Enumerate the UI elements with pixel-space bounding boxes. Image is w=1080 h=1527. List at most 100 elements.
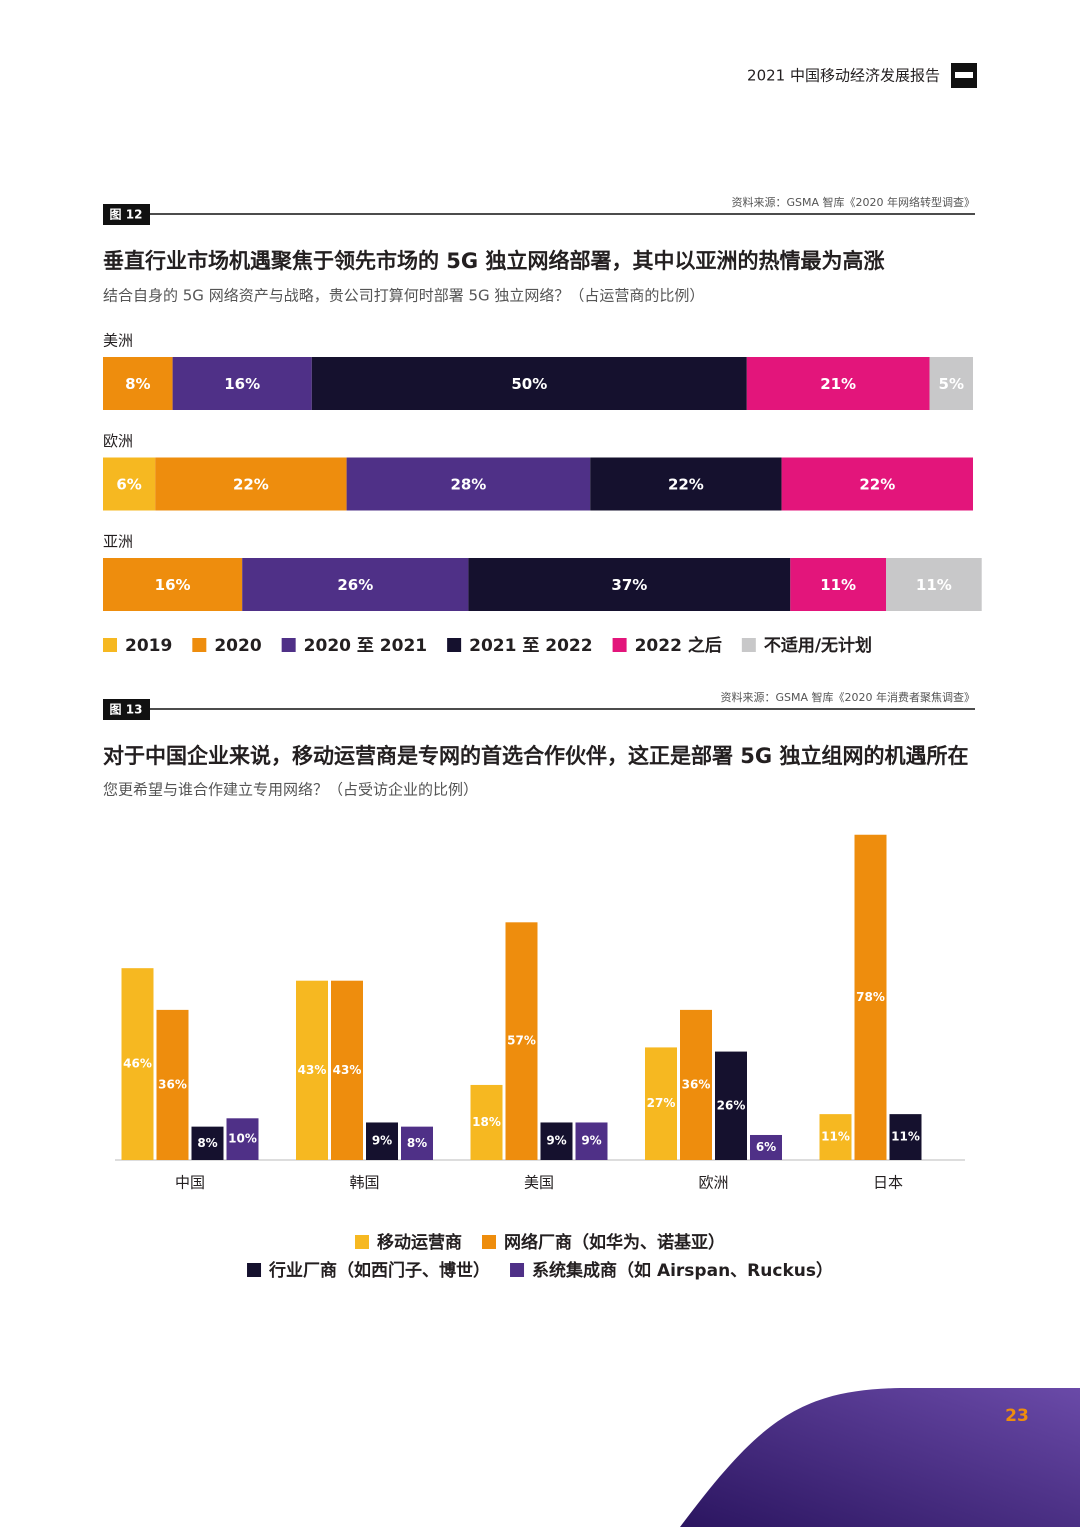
bar [854, 834, 887, 1160]
legend-swatch [355, 1235, 369, 1249]
value-label: 9% [581, 1134, 601, 1148]
bar [191, 1126, 224, 1160]
value-label: 28% [450, 476, 486, 494]
bar [575, 1122, 608, 1160]
bar [540, 1122, 573, 1160]
value-label: 36% [682, 1077, 711, 1091]
bar-segment [311, 357, 747, 410]
bar [331, 980, 363, 1160]
bar-segment [155, 457, 347, 511]
legend-label: 2020 [214, 636, 261, 656]
logo-mark [955, 72, 973, 78]
legend-label: 不适用/无计划 [764, 635, 872, 656]
page-number: 23 [1005, 1406, 1029, 1426]
bar [121, 968, 154, 1160]
value-label: 22% [233, 476, 269, 494]
bar-segment [746, 357, 930, 410]
legend-swatch [482, 1235, 496, 1249]
bar-segment [781, 457, 973, 511]
bar [296, 980, 328, 1160]
value-label: 11% [820, 576, 856, 594]
bar-segment [103, 558, 243, 611]
value-label: 22% [859, 476, 895, 494]
value-label: 21% [820, 375, 856, 393]
legend-label: 2019 [125, 636, 172, 656]
value-label: 10% [228, 1132, 257, 1146]
legend-swatch [510, 1263, 525, 1277]
value-label: 18% [472, 1115, 501, 1129]
bar [156, 1009, 189, 1160]
bar [680, 1009, 712, 1160]
x-tick-label: 日本 [873, 1174, 903, 1192]
value-label: 9% [372, 1134, 392, 1148]
x-tick-label: 中国 [175, 1174, 205, 1192]
decor-wave [680, 1388, 1080, 1527]
source: 资料来源：GSMA 智库《2020 年网络转型调查》 [731, 195, 975, 209]
legend: 移动运营商 网络厂商（如华为、诺基亚） [355, 1232, 725, 1253]
bar-segment [468, 558, 791, 611]
legend-swatch [447, 638, 462, 652]
bar [505, 922, 538, 1160]
legend-label: 行业厂商（如西门子、博世） [268, 1260, 490, 1281]
chart-subtitle: 您更希望与谁合作建立专用网络？（占受访企业的比例） [103, 781, 478, 799]
chart-title: 对于中国企业来说，移动运营商是专网的首选合作伙伴，这正是部署 5G 独立组网的机… [103, 744, 968, 768]
value-label: 8% [125, 375, 150, 393]
report-title: 2021 中国移动经济发展报告 [747, 67, 940, 85]
chart-subtitle: 结合自身的 5G 网络资产与战略，贵公司打算何时部署 5G 独立网络？（占运营商… [103, 287, 704, 305]
value-label: 46% [123, 1057, 152, 1071]
legend: 行业厂商（如西门子、博世） 系统集成商（如 Airspan、Ruckus） [247, 1260, 833, 1281]
x-tick-label: 欧洲 [698, 1174, 728, 1192]
value-label: 6% [756, 1140, 776, 1154]
bar-segment [346, 457, 591, 511]
value-label: 9% [546, 1134, 566, 1148]
bar [366, 1122, 398, 1160]
category-label: 亚洲 [103, 533, 133, 551]
legend-label: 系统集成商（如 Airspan、Ruckus） [532, 1260, 833, 1281]
chart-title: 垂直行业市场机遇聚焦于领先市场的 5G 独立网络部署，其中以亚洲的热情最为高涨 [103, 249, 884, 273]
bar-segment [172, 357, 312, 410]
legend-swatch [247, 1263, 262, 1277]
legend-label: 2020 至 2021 [304, 636, 427, 656]
source: 资料来源：GSMA 智库《2020 年消费者聚焦调查》 [720, 690, 975, 704]
bar [645, 1047, 677, 1160]
figure-label: 图 13 [110, 703, 143, 717]
value-label: 6% [116, 476, 141, 494]
legend-swatch [281, 638, 296, 652]
figure-tag [103, 204, 150, 225]
bar [889, 1114, 922, 1160]
bar-segment [242, 558, 469, 611]
bar [750, 1134, 782, 1160]
legend-swatch [192, 638, 207, 652]
value-label: 11% [821, 1130, 850, 1144]
legend-swatch [612, 638, 627, 652]
legend-label: 网络厂商（如华为、诺基亚） [504, 1232, 725, 1253]
category-label: 欧洲 [103, 432, 133, 450]
value-label: 8% [197, 1136, 217, 1150]
value-label: 43% [333, 1063, 362, 1077]
bar-segment [929, 357, 973, 410]
value-label: 37% [611, 576, 647, 594]
legend-swatch [741, 638, 756, 652]
legend-swatch [103, 638, 117, 652]
value-label: 78% [856, 990, 885, 1004]
x-tick-label: 韩国 [349, 1174, 379, 1192]
value-label: 26% [717, 1098, 746, 1112]
bar [819, 1114, 852, 1160]
x-tick-label: 美国 [524, 1174, 554, 1192]
bar-segment [590, 457, 782, 511]
value-label: 36% [158, 1077, 187, 1091]
bar-segment [790, 558, 886, 611]
legend-label: 移动运营商 [377, 1232, 462, 1253]
bar [470, 1084, 503, 1160]
legend: 2019 2020 2020 至 2021 2021 至 2022 2022 之后 不适用… [103, 635, 872, 656]
value-label: 8% [407, 1136, 427, 1150]
bar [715, 1051, 747, 1160]
bar-segment [886, 558, 982, 611]
value-label: 11% [891, 1130, 920, 1144]
value-label: 50% [511, 375, 547, 393]
bar-segment [103, 357, 173, 410]
bar [401, 1126, 433, 1160]
value-label: 43% [298, 1063, 327, 1077]
value-label: 26% [337, 576, 373, 594]
